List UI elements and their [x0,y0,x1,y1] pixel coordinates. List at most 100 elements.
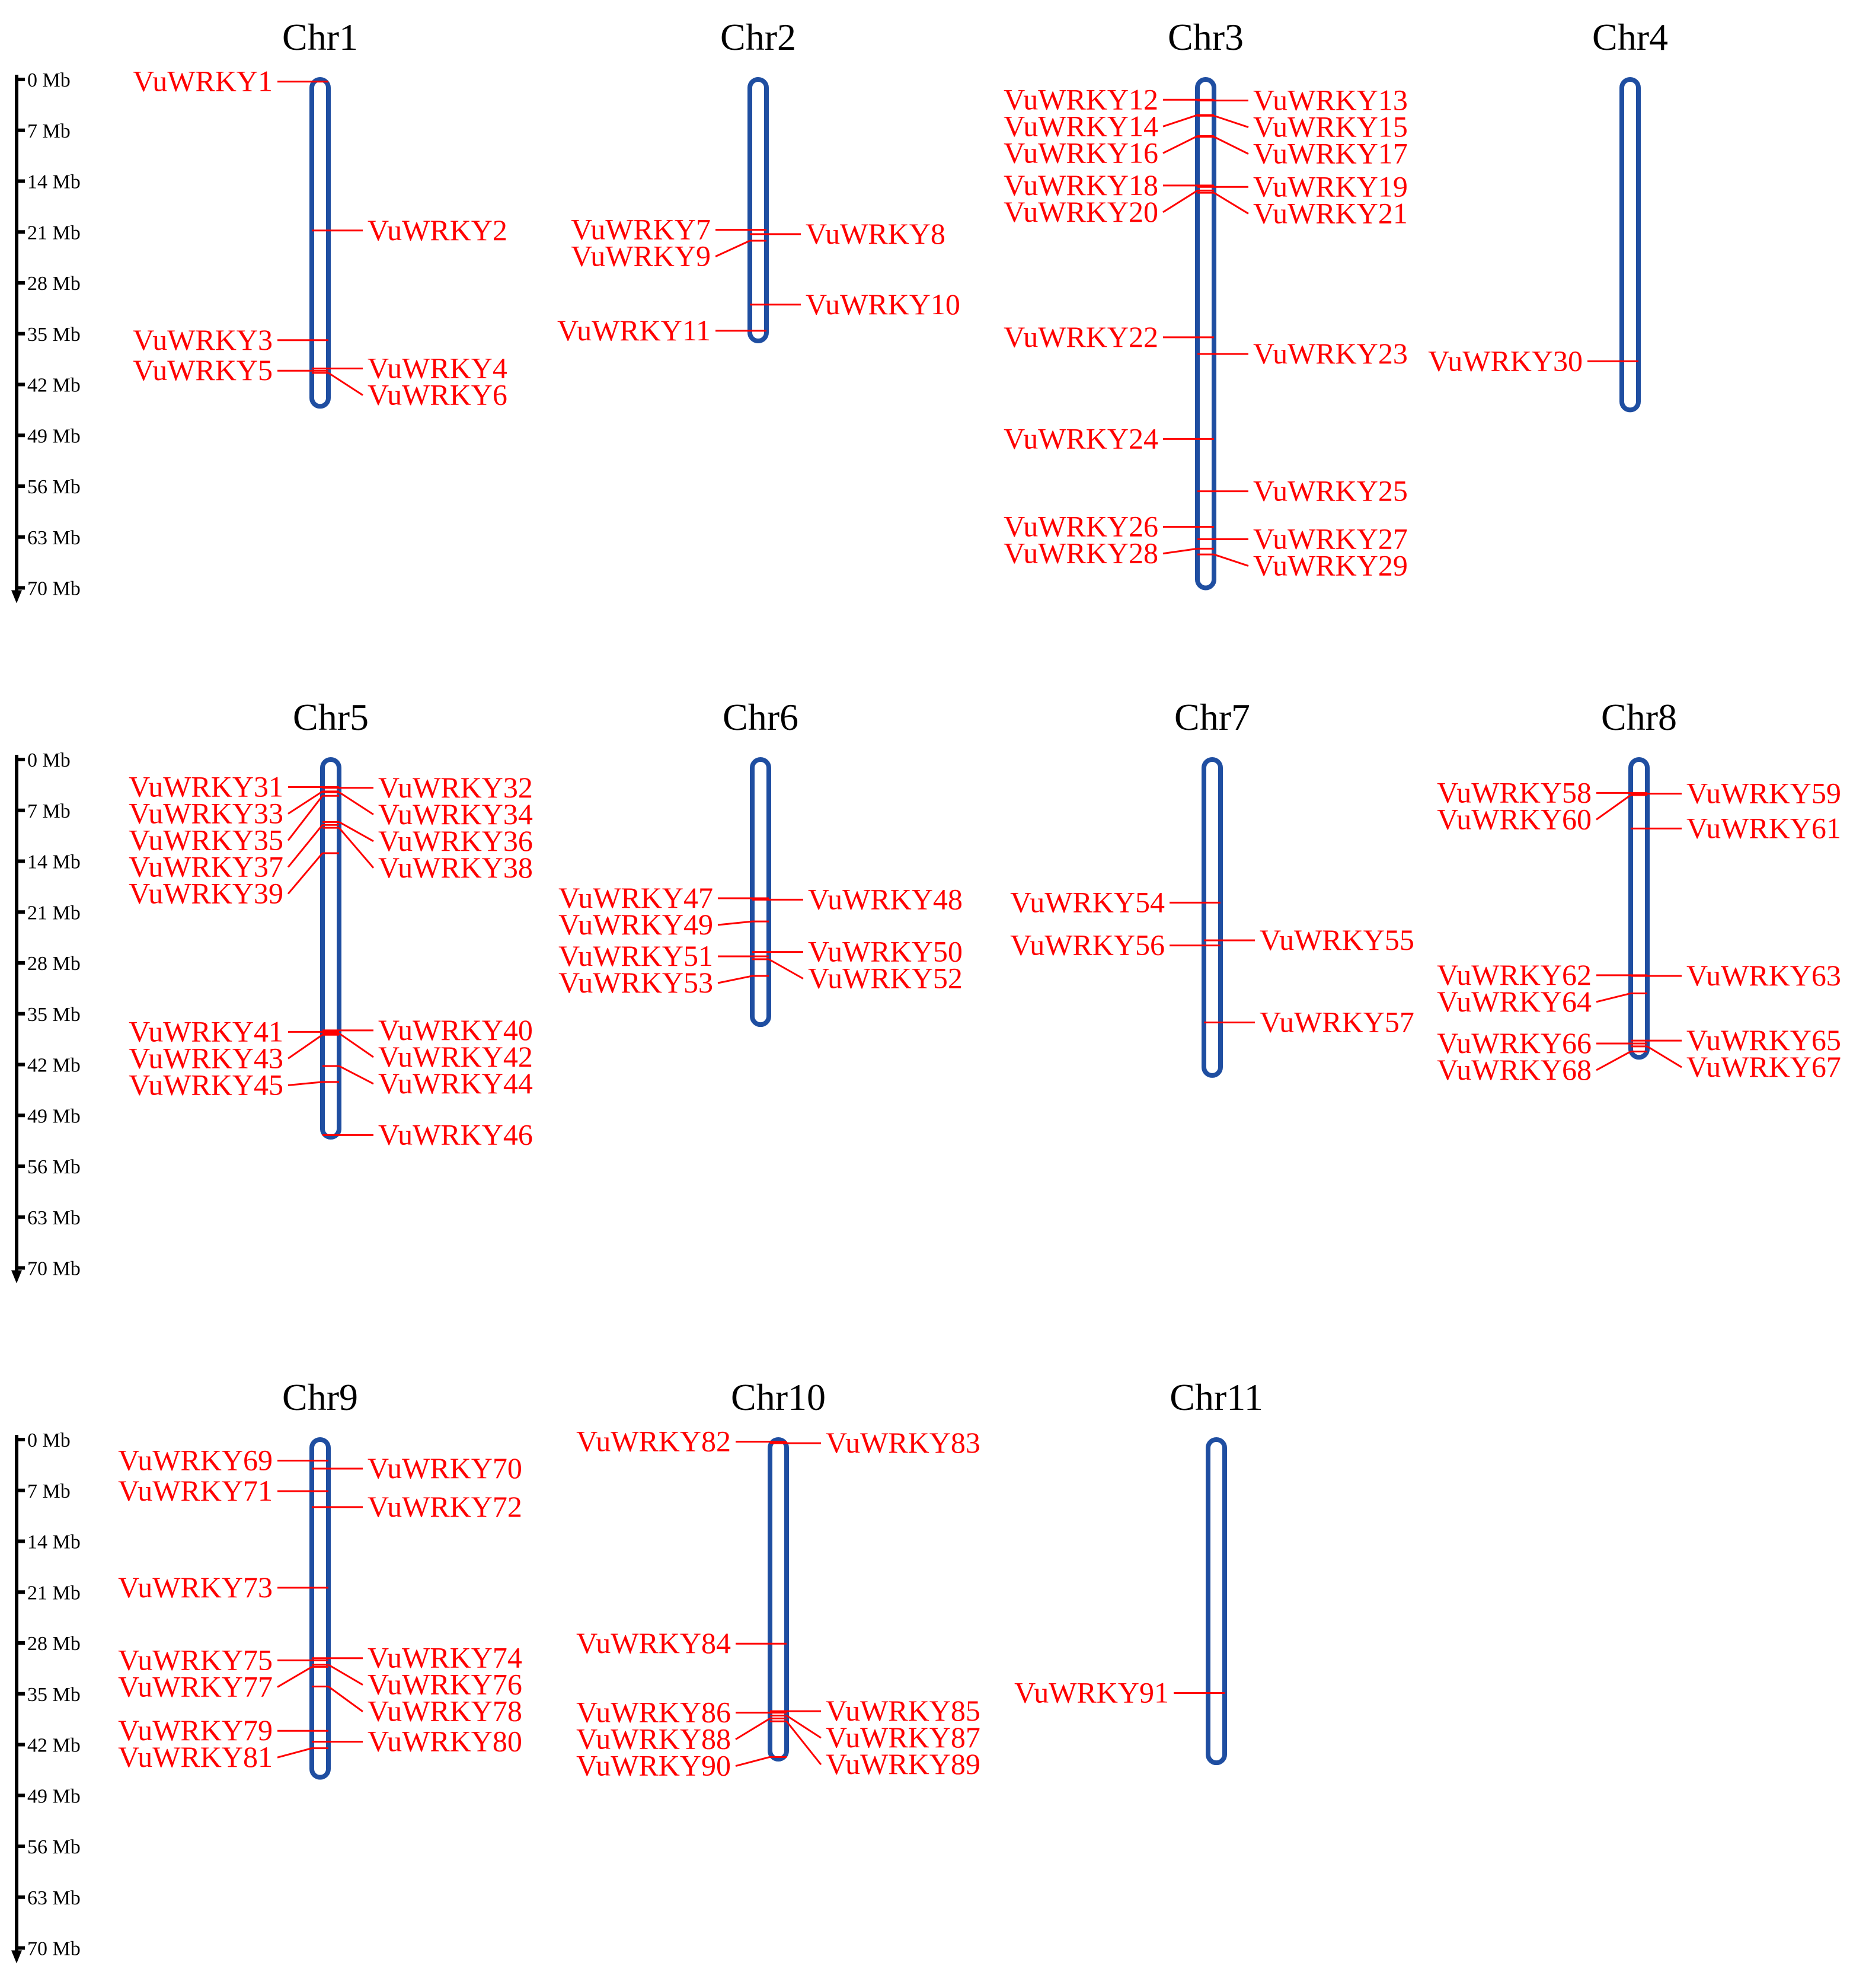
gene-connector [1162,547,1198,555]
chromosome-body [1619,77,1641,413]
scale-tick-label: 56 Mb [27,476,81,498]
gene-label: VuWRKY77 [118,1670,273,1703]
gene-connector [717,975,753,984]
gene-label: VuWRKY50 [808,935,963,968]
gene-connector [735,1756,771,1767]
chromosome-body [747,77,769,343]
gene-connector [1213,114,1249,128]
gene-connector [768,958,804,979]
gene-label: VuWRKY79 [118,1713,273,1747]
scale-tick-label: 35 Mb [27,324,81,346]
gene-connector [735,1718,771,1740]
gene-label: VuWRKY82 [576,1425,731,1458]
gene-label: VuWRKY11 [557,314,711,347]
scale-tick-label: 70 Mb [27,1938,81,1960]
scale-tick-label: 14 Mb [27,1531,81,1553]
gene-label: VuWRKY35 [129,824,283,857]
gene-label: VuWRKY65 [1686,1023,1841,1057]
scale-tick-label: 63 Mb [27,1887,81,1909]
scale-arrow-icon [11,1270,22,1284]
scale-tick-label: 21 Mb [27,222,81,244]
scale-tick-label: 14 Mb [27,851,81,873]
gene-label: VuWRKY17 [1253,137,1408,170]
gene-connector [287,1081,323,1086]
chromosome-chr5: Chr5VuWRKY31VuWRKY33VuWRKY35VuWRKY37VuWR… [129,696,533,1151]
scale-tick-label: 49 Mb [27,1785,81,1807]
gene-label: VuWRKY20 [1004,195,1158,228]
scale-tick-label: 42 Mb [27,1735,81,1757]
gene-label: VuWRKY80 [368,1725,522,1758]
gene-label: VuWRKY69 [118,1444,273,1477]
gene-label: VuWRKY70 [368,1451,522,1485]
gene-label: VuWRKY89 [826,1747,980,1780]
gene-label: VuWRKY32 [378,771,533,804]
gene-label: VuWRKY44 [378,1067,533,1100]
gene-label: VuWRKY63 [1686,959,1841,992]
gene-label: VuWRKY22 [1004,320,1158,353]
gene-label: VuWRKY58 [1437,776,1592,809]
gene-label: VuWRKY51 [558,939,713,972]
scale-bar: 0 Mb 7 Mb 14 Mb 21 Mb 28 Mb 35 Mb 42 Mb 49 Mb 56… [11,69,81,604]
gene-connector [1162,135,1198,154]
chromosome-title: Chr6 [723,696,798,738]
gene-connector [287,853,324,895]
gene-label: VuWRKY86 [576,1696,731,1729]
scale-tick-label: 56 Mb [27,1156,81,1178]
gene-label: VuWRKY56 [1010,928,1165,962]
gene-connector [715,240,750,257]
gene-label: VuWRKY81 [118,1740,273,1773]
gene-label: VuWRKY4 [368,352,507,385]
gene-connector [1213,136,1249,155]
scale-tick-label: 7 Mb [27,800,71,822]
gene-label: VuWRKY39 [129,877,283,910]
chromosome-chr11: Chr11 VuWRKY91 [1014,1376,1263,1766]
gene-label: VuWRKY48 [808,882,963,915]
scale-tick-label: 28 Mb [27,273,81,295]
chromosome-title: Chr7 [1174,696,1250,738]
gene-connector [287,795,324,841]
gene-label: VuWRKY38 [378,851,533,884]
gene-label: VuWRKY62 [1437,958,1592,991]
gene-label: VuWRKY59 [1686,777,1841,810]
gene-label: VuWRKY68 [1437,1053,1592,1086]
gene-label: VuWRKY5 [133,353,273,387]
gene-label: VuWRKY18 [1004,168,1158,202]
gene-label: VuWRKY15 [1253,110,1408,143]
gene-label: VuWRKY43 [129,1041,283,1074]
gene-label: VuWRKY24 [1004,422,1158,455]
scale-tick-label: 70 Mb [27,1258,81,1280]
gene-label: VuWRKY64 [1437,985,1592,1018]
gene-label: VuWRKY74 [368,1641,522,1674]
gene-label: VuWRKY6 [368,378,507,411]
gene-connector [328,1664,363,1686]
gene-label: VuWRKY49 [558,908,713,941]
gene-connector [1213,192,1249,215]
gene-label: VuWRKY42 [378,1040,533,1073]
chromosome-title: Chr10 [731,1376,826,1418]
scale-tick-label: 21 Mb [27,902,81,924]
gene-label: VuWRKY33 [129,797,283,830]
gene-label: VuWRKY72 [368,1490,522,1523]
scale-tick-label: 7 Mb [27,120,71,142]
gene-label: VuWRKY84 [576,1626,731,1660]
scale-tick-label: 42 Mb [27,375,81,397]
gene-label: VuWRKY27 [1253,522,1408,555]
gene-label: VuWRKY16 [1004,136,1158,169]
chromosome-body [1628,757,1650,1060]
chromosome-body [309,1437,331,1780]
chromosome-body [1206,1437,1227,1766]
gene-label: VuWRKY60 [1437,802,1592,835]
chromosome-chr9: Chr9VuWRKY69VuWRKY71VuWRKY73VuWRKY75VuWR… [118,1376,522,1780]
gene-label: VuWRKY37 [129,850,283,883]
chromosome-title: Chr11 [1170,1376,1263,1418]
scale-tick-label: 0 Mb [27,749,71,771]
gene-label: VuWRKY57 [1260,1005,1414,1038]
scale-tick-label: 42 Mb [27,1055,81,1077]
gene-label: VuWRKY76 [368,1668,522,1701]
gene-label: VuWRKY53 [558,966,713,999]
chromosome-title: Chr1 [282,16,358,58]
scale-tick-label: 28 Mb [27,1633,81,1655]
